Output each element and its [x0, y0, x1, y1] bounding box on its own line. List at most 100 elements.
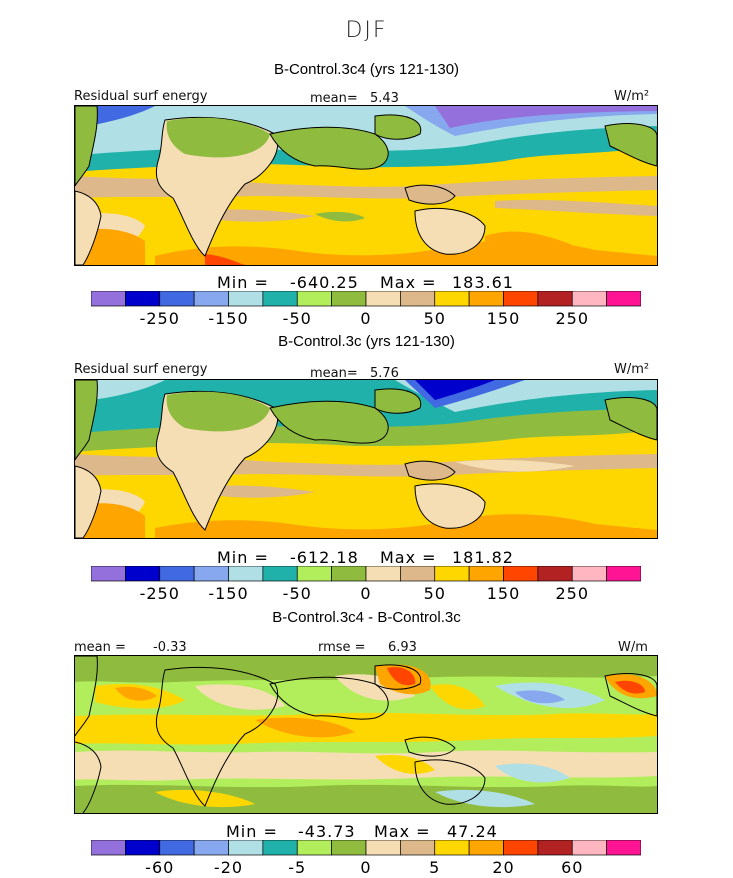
colorbar-swatch [571, 840, 607, 856]
panel-3-mean-value: -0.33 [153, 640, 187, 655]
colorbar-swatch [296, 566, 332, 582]
colorbar-tick-label: -50 [283, 584, 312, 603]
panel-3-mean-label: mean = [74, 640, 126, 655]
colorbar-tick-label: 0 [360, 858, 371, 877]
colorbar-swatch [571, 566, 607, 582]
colorbar-tick-label: -250 [140, 584, 180, 603]
panel-1-map-field [75, 106, 657, 265]
colorbar-swatch [434, 291, 470, 307]
panel-1-map [74, 105, 658, 266]
colorbar-swatch [159, 566, 195, 582]
colorbar-swatch [296, 840, 332, 856]
colorbar-swatch [468, 291, 504, 307]
colorbar-swatch [606, 840, 641, 856]
panel-3-min-label: Min = [226, 822, 278, 841]
colorbar-swatch [125, 566, 161, 582]
panel-3-max-value: 47.24 [447, 822, 498, 841]
colorbar-tick-label: -150 [208, 584, 248, 603]
colorbar-swatch [193, 566, 229, 582]
colorbar-swatch [468, 566, 504, 582]
panel-2-min-label: Min = [217, 548, 269, 567]
panel-1-field-label: Residual surf energy [74, 89, 208, 104]
panel-2-title: B-Control.3c (yrs 121-130) [278, 333, 455, 350]
colorbar-tick-label: 60 [561, 858, 583, 877]
colorbar-swatch [400, 291, 436, 307]
colorbar-swatch [400, 840, 436, 856]
colorbar-swatch [91, 566, 126, 582]
colorbar-tick-label: -150 [208, 309, 248, 328]
panel-2-colorbar: -250 -150 -50 0 50 150 250 [91, 566, 641, 603]
colorbar-swatch [468, 840, 504, 856]
panel-3-rmse-value: 6.93 [388, 640, 417, 655]
panel-2-field-label: Residual surf energy [74, 362, 208, 377]
colorbar-tick-label: 50 [424, 584, 446, 603]
colorbar-tick-label: 0 [360, 309, 371, 328]
panel-3-map [74, 655, 658, 814]
panel-2-max-value: 181.82 [452, 548, 514, 567]
panel-1-max-value: 183.61 [452, 273, 514, 292]
colorbar-swatch [262, 566, 298, 582]
colorbar-tick-label: -5 [288, 858, 306, 877]
panel-2-mean-value: 5.76 [370, 366, 399, 381]
panel-1-max-label: Max = [380, 273, 437, 292]
colorbar-swatch [193, 840, 229, 856]
colorbar-swatch [193, 291, 229, 307]
colorbar-swatch [296, 291, 332, 307]
colorbar-tick-label: 50 [424, 309, 446, 328]
panel-1-min-label: Min = [217, 273, 269, 292]
colorbar-swatch [125, 840, 161, 856]
colorbar-swatch [228, 566, 264, 582]
panel-2-map-field [75, 380, 657, 538]
panel-3-colorbar: -60 -20 -5 0 5 20 60 [91, 840, 641, 877]
colorbar-swatch [331, 291, 367, 307]
panel-2-units: W/m² [614, 362, 650, 377]
colorbar-swatch [365, 840, 401, 856]
colorbar-swatch [434, 840, 470, 856]
panel-2-min-value: -612.18 [290, 548, 359, 567]
colorbar-tick-label: 0 [360, 584, 371, 603]
colorbar-tick-label: 150 [487, 309, 521, 328]
colorbar-swatch [365, 566, 401, 582]
panel-1-title: B-Control.3c4 (yrs 121-130) [273, 61, 460, 78]
colorbar-swatch [331, 566, 367, 582]
panel-3-units: W/m [618, 640, 648, 655]
colorbar-swatch [606, 566, 641, 582]
colorbar-swatch [571, 291, 607, 307]
colorbar-swatch [91, 291, 126, 307]
colorbar-swatch [434, 566, 470, 582]
colorbar-swatch [228, 840, 264, 856]
panel-1-mean-label: mean= [310, 91, 358, 106]
colorbar-swatch [91, 840, 126, 856]
season-title: DJF [345, 18, 388, 43]
colorbar-swatch [159, 840, 195, 856]
panel-3-title: B-Control.3c4 - B-Control.3c [272, 609, 461, 626]
panel-2-max-label: Max = [380, 548, 437, 567]
colorbar-swatch [503, 291, 539, 307]
panel-3-min-value: -43.73 [298, 822, 356, 841]
panel-1-units: W/m² [614, 89, 650, 104]
colorbar-swatch [125, 291, 161, 307]
colorbar-tick-label: -20 [214, 858, 243, 877]
colorbar-tick-label: 250 [555, 584, 589, 603]
colorbar-tick-label: 20 [492, 858, 514, 877]
panel-1-colorbar: -250 -150 -50 0 50 150 250 [91, 291, 641, 328]
colorbar-tick-label: -250 [140, 309, 180, 328]
colorbar-swatch [228, 291, 264, 307]
panel-1-mean-value: 5.43 [370, 91, 399, 106]
colorbar-swatch [159, 291, 195, 307]
colorbar-swatch [537, 291, 573, 307]
colorbar-tick-label: 150 [487, 584, 521, 603]
panel-1-min-value: -640.25 [290, 273, 359, 292]
colorbar-swatch [606, 291, 641, 307]
colorbar-swatch [262, 291, 298, 307]
colorbar-swatch [537, 566, 573, 582]
colorbar-tick-label: -60 [145, 858, 174, 877]
colorbar-swatch [503, 840, 539, 856]
panel-3-map-field [75, 656, 657, 813]
colorbar-tick-label: 250 [555, 309, 589, 328]
colorbar-swatch [365, 291, 401, 307]
colorbar-swatch [262, 840, 298, 856]
colorbar-tick-label: -50 [283, 309, 312, 328]
panel-2-map [74, 379, 658, 539]
colorbar-swatch [537, 840, 573, 856]
